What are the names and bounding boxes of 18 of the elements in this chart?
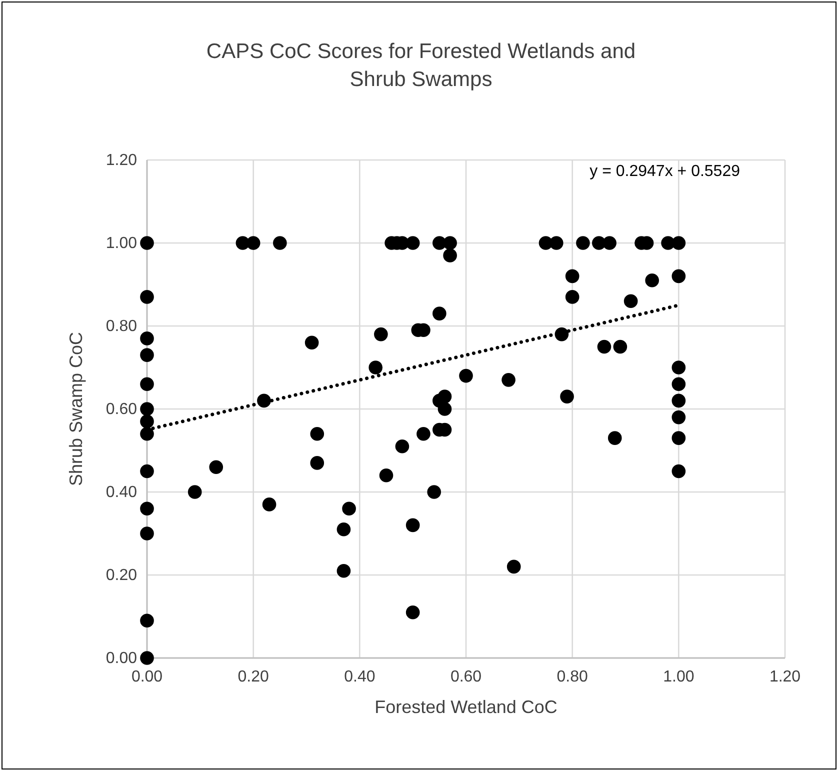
- y-tick-label: 0.80: [106, 318, 138, 336]
- y-axis-title: Shrub Swamp CoC: [66, 332, 86, 486]
- y-tick-label: 0.40: [106, 484, 138, 502]
- x-tick-label: 0.60: [450, 668, 482, 686]
- y-tick-label: 0.60: [106, 401, 138, 418]
- y-tick-label: 0.00: [106, 650, 138, 668]
- x-tick-label: 0.00: [131, 668, 163, 686]
- x-tick-label: 1.00: [663, 668, 694, 686]
- x-tick-label: 1.20: [769, 668, 801, 686]
- y-tick-label: 1.20: [106, 152, 138, 170]
- x-axis-title: Forested Wetland CoC: [374, 697, 558, 717]
- annotation: y = 0.2947x + 0.5529: [590, 163, 740, 180]
- y-tick-label: 1.00: [106, 235, 138, 252]
- x-tick-label: 0.80: [556, 668, 588, 686]
- x-tick-label: 0.20: [238, 668, 270, 686]
- y-tick-label: 0.20: [106, 567, 138, 584]
- chart-title: CAPS CoC Scores for Forested Wetlands and Shrub Swamps: [206, 40, 636, 91]
- x-tick-label: 0.40: [344, 668, 376, 686]
